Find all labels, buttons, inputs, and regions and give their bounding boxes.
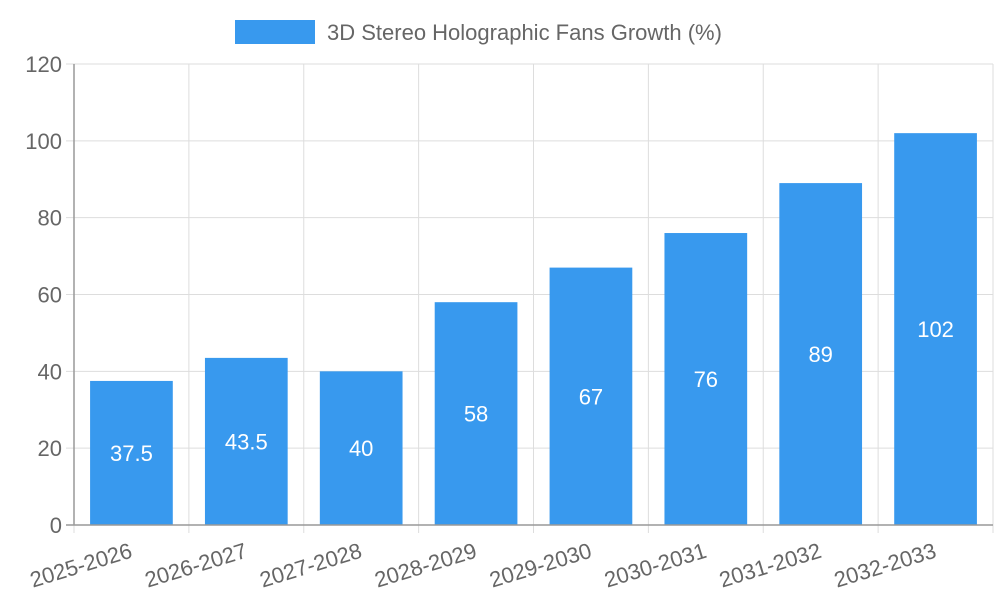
legend-swatch bbox=[235, 20, 315, 44]
y-tick-label: 20 bbox=[38, 436, 62, 461]
y-tick-label: 120 bbox=[25, 52, 62, 77]
bar[interactable] bbox=[204, 357, 288, 525]
bar[interactable] bbox=[894, 133, 977, 525]
bar-labels: 37.5 43.5 40 58 67 76 89 102 bbox=[110, 317, 954, 466]
bar[interactable] bbox=[664, 233, 748, 526]
bar-value-label: 37.5 bbox=[110, 441, 153, 466]
bar-value-label: 67 bbox=[579, 384, 603, 409]
bar-value-label: 102 bbox=[917, 317, 954, 342]
bar-value-label: 40 bbox=[349, 436, 373, 461]
y-tick-label: 100 bbox=[25, 129, 62, 154]
bar-value-label: 76 bbox=[694, 367, 718, 392]
y-tick-label: 40 bbox=[38, 359, 62, 384]
x-tick-label: 2032-2033 bbox=[831, 538, 939, 593]
legend[interactable]: 3D Stereo Holographic Fans Growth (%) bbox=[235, 20, 722, 45]
y-tick-label: 60 bbox=[38, 283, 62, 308]
x-tick-label: 2025-2026 bbox=[27, 538, 135, 593]
bar[interactable] bbox=[434, 302, 518, 525]
bar-value-label: 43.5 bbox=[225, 429, 268, 454]
bar-value-label: 58 bbox=[464, 402, 488, 427]
legend-label: 3D Stereo Holographic Fans Growth (%) bbox=[327, 20, 722, 45]
bar[interactable] bbox=[90, 380, 173, 525]
x-tick-label: 2028-2029 bbox=[372, 538, 480, 593]
bar[interactable] bbox=[549, 267, 633, 525]
bar-value-label: 89 bbox=[808, 342, 832, 367]
x-tick-label: 2030-2031 bbox=[601, 538, 709, 593]
y-axis: 0 20 40 60 80 100 120 bbox=[25, 52, 75, 538]
y-tick-label: 0 bbox=[50, 513, 62, 538]
bar[interactable] bbox=[319, 371, 403, 525]
y-tick-label: 80 bbox=[38, 206, 62, 231]
bars bbox=[90, 133, 977, 526]
x-tick-label: 2026-2027 bbox=[142, 538, 250, 593]
x-tick-label: 2031-2032 bbox=[716, 538, 824, 593]
bar[interactable] bbox=[779, 183, 863, 525]
x-tick-label: 2027-2028 bbox=[257, 538, 365, 593]
x-axis: 2025-2026 2026-2027 2027-2028 2028-2029 2029… bbox=[27, 524, 993, 593]
x-tick-label: 2029-2030 bbox=[486, 538, 594, 593]
